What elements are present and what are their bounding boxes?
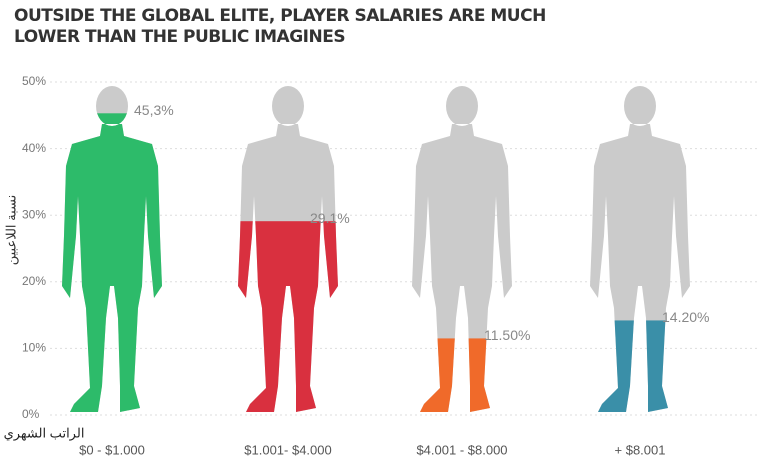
value-label: 14.20% (662, 309, 709, 325)
y-tick-label: 30% (22, 207, 46, 221)
value-label: 45,3% (134, 102, 174, 118)
x-axis-title: الراتب الشهري (4, 425, 85, 441)
y-tick-label: 0% (22, 407, 40, 421)
y-tick-label: 20% (22, 274, 46, 288)
y-tick-label: 40% (22, 141, 46, 155)
value-label: 11.50% (484, 327, 530, 343)
bar (238, 221, 338, 412)
bar (412, 338, 512, 412)
y-tick-label: 50% (22, 74, 46, 88)
silhouette (590, 86, 690, 412)
bar (590, 320, 690, 412)
x-tick-label: $0 - $1.000 (79, 442, 145, 457)
silhouette (412, 86, 512, 412)
bar (62, 113, 162, 412)
x-tick-label: + $8.001 (615, 442, 666, 457)
chart-title: OUTSIDE THE GLOBAL ELITE, PLAYER SALARIE… (14, 6, 546, 47)
x-tick-label: $4.001 - $8.000 (416, 442, 507, 457)
y-tick-label: 10% (22, 341, 46, 355)
y-axis-title: نسبة اللاعبين (3, 195, 19, 266)
value-label: 29.1% (310, 210, 350, 226)
x-tick-label: $1.001- $4.000 (244, 442, 331, 457)
